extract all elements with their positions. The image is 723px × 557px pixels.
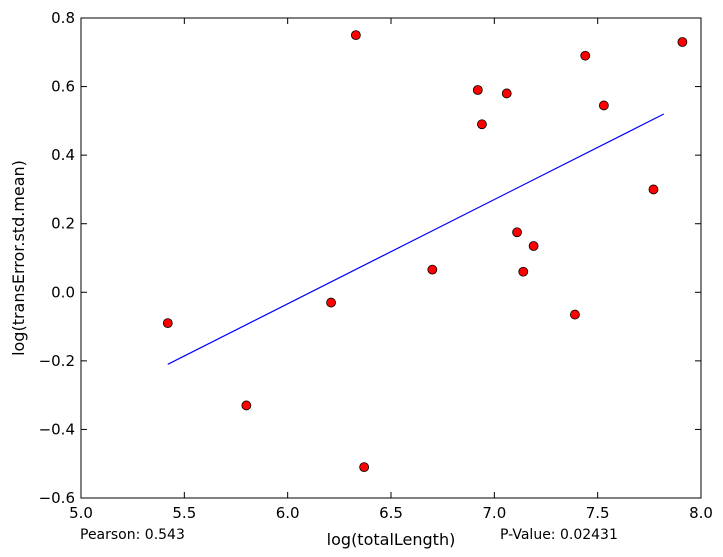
data-point [162,318,173,329]
x-tick-label: 7.5 [586,504,610,522]
y-tick-label: −0.2 [39,352,75,370]
data-point [570,309,580,320]
x-tick-label: 5.0 [69,504,93,522]
data-point [501,88,512,99]
data-point [648,184,659,195]
axis-ticks [80,17,702,499]
data-point [241,400,252,411]
pearson-annotation: Pearson: 0.543 [80,527,185,543]
tick-labels: 5.0 5.5 6.0 6.5 7.0 7.5 8.0 −0.6 −0.4 −0.2 0.0 0.2 0… [39,9,713,522]
y-axis-label: log(transError.std.mean) [9,160,28,356]
x-tick-label: 7.0 [482,504,506,522]
data-point [512,227,522,238]
data-point [326,297,336,308]
y-tick-label: 0.6 [51,78,75,96]
y-tick-label: 0.4 [51,146,75,164]
pvalue-annotation: P-Value: 0.02431 [500,527,618,543]
data-point [359,462,370,473]
plot-area [80,17,702,499]
x-tick-label: 6.5 [379,504,403,522]
y-tick-label: −0.4 [39,420,75,438]
x-tick-label: 5.5 [172,504,196,522]
x-axis-label: log(totalLength) [327,530,456,549]
data-point [472,85,483,95]
data-point [580,50,591,61]
data-point [477,119,487,130]
y-tick-label: 0.8 [51,9,75,27]
y-tick-label: 0.0 [51,283,75,301]
x-tick-label: 8.0 [689,504,713,522]
y-tick-label: −0.6 [39,489,75,507]
data-point [677,37,688,47]
data-point [427,264,438,275]
data-point [350,30,361,41]
data-point [518,266,529,277]
regression-line [167,113,665,365]
x-tick-label: 6.0 [276,504,300,522]
y-tick-label: 0.2 [51,215,75,233]
data-points [162,30,688,473]
data-point [598,100,609,111]
data-point [528,241,539,251]
